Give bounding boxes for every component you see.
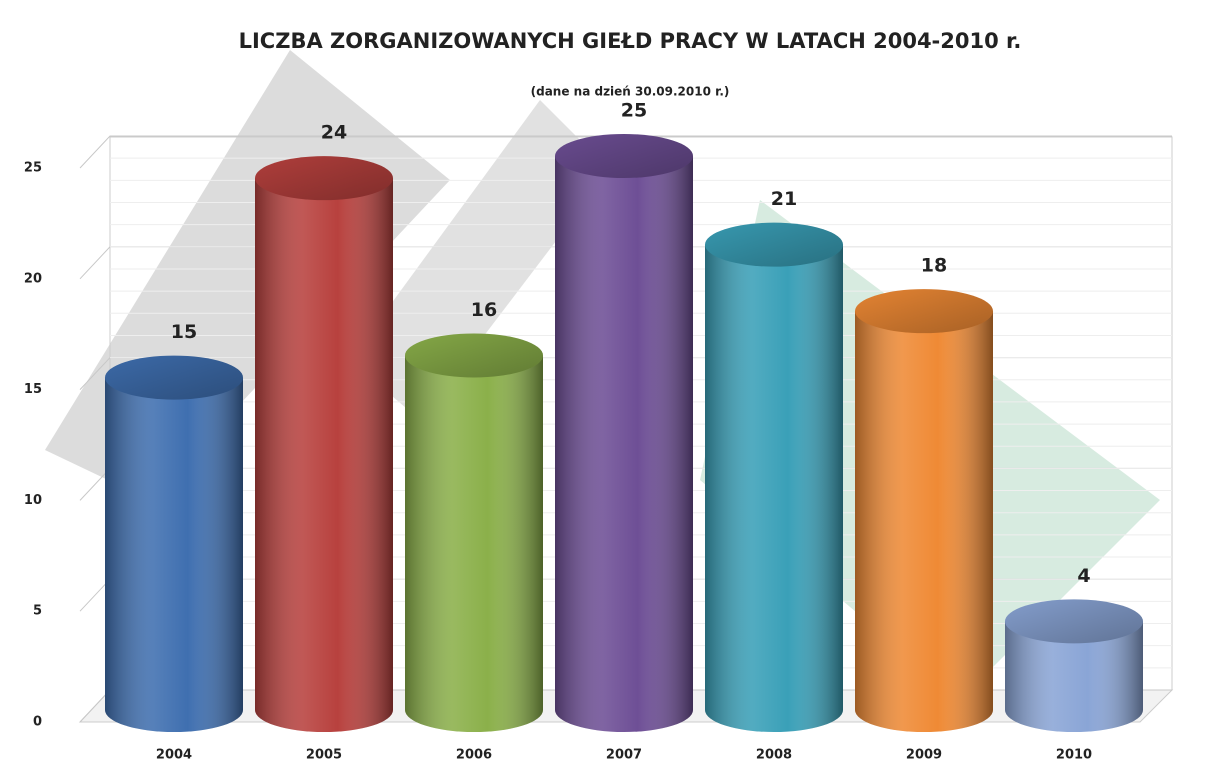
plot: 0 5 10 15 20 25 15 2004 24 2005 16 2006 25 2007 21 2008… xyxy=(24,100,1172,763)
bar-shade xyxy=(1005,621,1143,732)
y-tick-label: 10 xyxy=(24,493,42,508)
grid-line xyxy=(79,135,1172,169)
chart-title: LICZBA ZORGANIZOWANYCH GIEŁD PRACY W LAT… xyxy=(239,29,1022,53)
y-tick-label: 25 xyxy=(24,161,42,176)
x-tick-label: 2007 xyxy=(606,748,642,763)
bar-top-shade xyxy=(405,333,543,378)
bar-shade xyxy=(405,355,543,732)
x-tick-label: 2008 xyxy=(756,748,792,763)
y-tick-label: 0 xyxy=(33,715,42,730)
y-tick-label: 20 xyxy=(24,271,42,286)
bar-shade xyxy=(555,156,693,732)
bar-top-shade xyxy=(555,134,693,178)
y-tick-label: 5 xyxy=(33,604,42,619)
value-label: 18 xyxy=(921,255,947,277)
value-label: 25 xyxy=(621,100,647,122)
x-tick-label: 2004 xyxy=(156,748,192,763)
x-tick-label: 2009 xyxy=(906,748,942,763)
x-tick-label: 2006 xyxy=(456,748,492,763)
value-label: 21 xyxy=(771,188,797,210)
bar-shade xyxy=(705,244,843,732)
bar-shade xyxy=(105,377,243,732)
value-label: 4 xyxy=(1077,565,1090,587)
value-label: 24 xyxy=(321,122,347,144)
bar-top-shade xyxy=(105,355,243,400)
chart-subtitle: (dane na dzień 30.09.2010 r.) xyxy=(531,85,730,99)
bar-top-shade xyxy=(705,222,843,267)
x-tick-label: 2010 xyxy=(1056,748,1092,763)
bar-top-shade xyxy=(855,289,993,334)
y-tick-label: 15 xyxy=(24,382,42,397)
value-label: 15 xyxy=(171,321,197,343)
bar-shade xyxy=(855,311,993,732)
bar-top-shade xyxy=(255,156,393,201)
value-label: 16 xyxy=(471,299,497,321)
x-tick-label: 2005 xyxy=(306,748,342,763)
bar-shade xyxy=(255,178,393,732)
bar-top-shade xyxy=(1005,599,1143,644)
